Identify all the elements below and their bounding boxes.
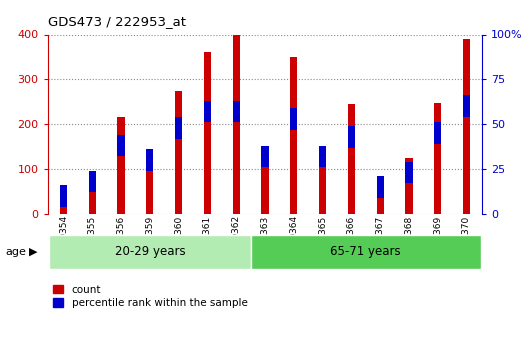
Bar — [376, 178, 384, 214]
Bar — [290, 57, 297, 214]
Text: GDS473 / 222953_at: GDS473 / 222953_at — [48, 14, 186, 28]
Bar — [348, 126, 355, 148]
Bar — [434, 122, 441, 144]
Bar — [60, 191, 67, 214]
Bar — [434, 103, 441, 214]
Bar — [49, 235, 251, 269]
Bar — [89, 174, 96, 214]
Text: 65-71 years: 65-71 years — [330, 245, 401, 258]
Bar — [319, 151, 326, 214]
Bar — [60, 185, 67, 207]
Bar — [376, 176, 384, 198]
Bar — [204, 52, 211, 214]
Bar — [463, 39, 470, 214]
Bar — [290, 108, 297, 130]
Bar — [463, 96, 470, 117]
Bar — [204, 101, 211, 122]
Bar — [146, 149, 154, 171]
Bar — [146, 153, 154, 214]
Bar — [261, 146, 269, 167]
Bar — [175, 90, 182, 214]
Bar — [405, 162, 412, 184]
Bar — [89, 171, 96, 193]
Bar — [233, 34, 240, 214]
Text: ▶: ▶ — [29, 247, 38, 257]
Text: 20-29 years: 20-29 years — [114, 245, 185, 258]
Bar — [319, 146, 326, 167]
Bar — [118, 135, 125, 157]
Bar — [405, 158, 412, 214]
Bar — [175, 117, 182, 139]
Bar — [118, 117, 125, 214]
Legend: count, percentile rank within the sample: count, percentile rank within the sample — [53, 285, 248, 308]
Bar — [251, 235, 481, 269]
Text: age: age — [5, 247, 26, 257]
Bar — [233, 101, 240, 122]
Bar — [348, 104, 355, 214]
Bar — [261, 148, 269, 214]
